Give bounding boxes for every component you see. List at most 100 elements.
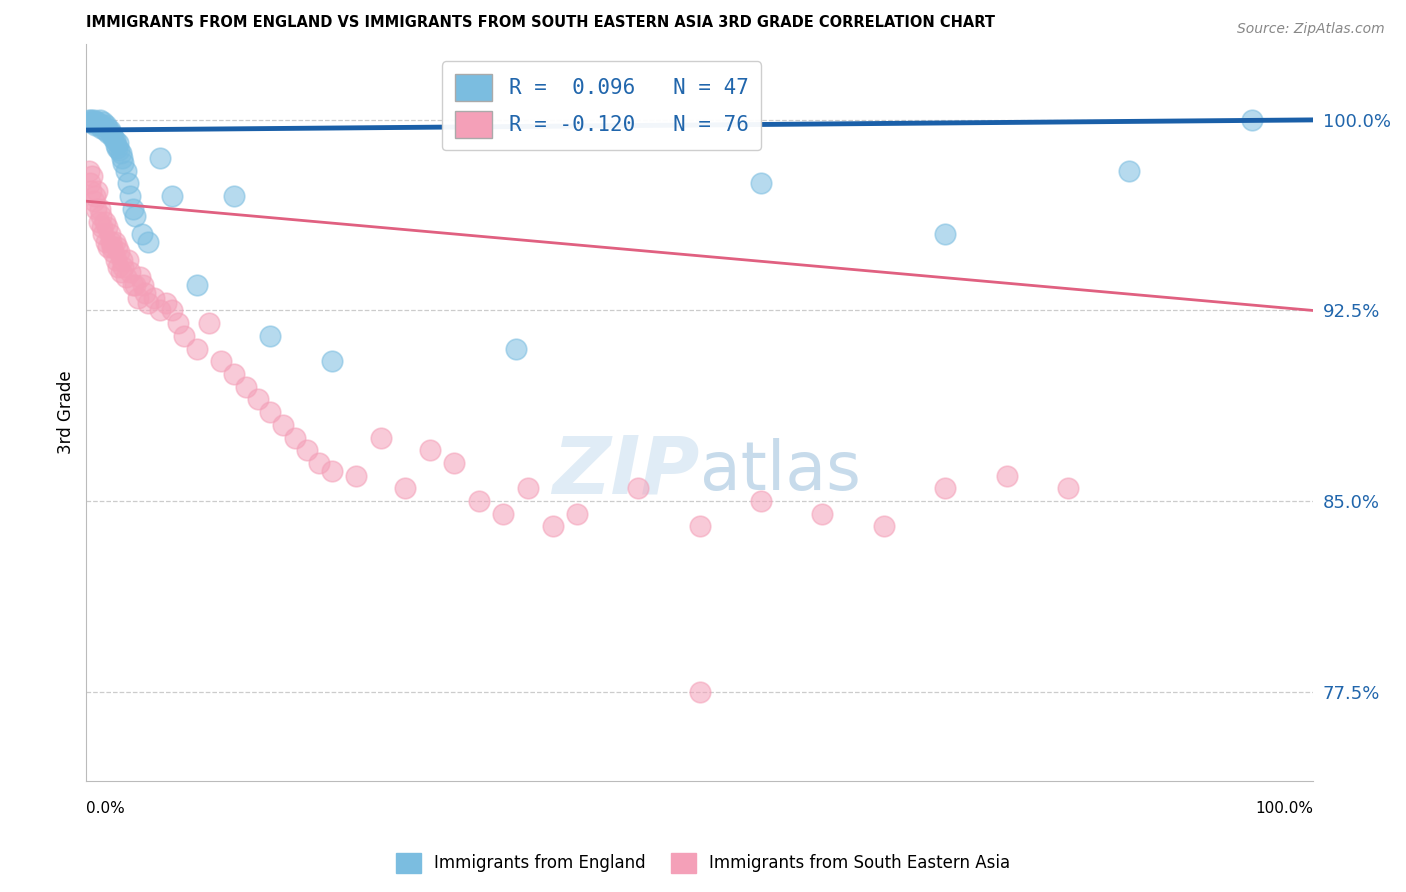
Point: [112, 260, 135, 275]
Point: [1240, 112, 1263, 127]
Point: [83, 112, 105, 127]
Point: [541, 519, 564, 533]
Text: Source: ZipAtlas.com: Source: ZipAtlas.com: [1237, 22, 1385, 37]
Point: [468, 494, 491, 508]
Point: [124, 210, 146, 224]
Point: [107, 136, 129, 150]
Point: [995, 468, 1018, 483]
Point: [627, 482, 650, 496]
Point: [222, 367, 245, 381]
Text: 0.0%: 0.0%: [86, 801, 125, 816]
Point: [129, 270, 152, 285]
Point: [811, 507, 834, 521]
Point: [321, 464, 343, 478]
Point: [370, 431, 392, 445]
Point: [1057, 482, 1080, 496]
Point: [209, 354, 232, 368]
Point: [104, 138, 127, 153]
Point: [96, 120, 118, 135]
Point: [136, 235, 159, 249]
Point: [198, 316, 221, 330]
Legend: Immigrants from England, Immigrants from South Eastern Asia: Immigrants from England, Immigrants from…: [389, 847, 1017, 880]
Point: [122, 278, 145, 293]
Point: [108, 144, 131, 158]
Point: [565, 507, 588, 521]
Point: [84, 202, 107, 216]
Point: [103, 133, 125, 147]
Point: [110, 145, 132, 160]
Point: [934, 227, 956, 242]
Point: [749, 177, 772, 191]
Point: [120, 265, 142, 279]
Point: [419, 443, 441, 458]
Point: [235, 380, 257, 394]
Point: [142, 291, 165, 305]
Point: [505, 342, 527, 356]
Point: [98, 227, 121, 242]
Point: [160, 189, 183, 203]
Point: [100, 235, 122, 249]
Point: [94, 118, 117, 132]
Point: [79, 177, 101, 191]
Point: [94, 235, 117, 249]
Point: [77, 112, 100, 127]
Point: [284, 431, 307, 445]
Point: [124, 278, 146, 293]
Point: [122, 202, 145, 216]
Point: [82, 169, 104, 183]
Point: [120, 189, 142, 203]
Point: [117, 177, 139, 191]
Point: [160, 303, 183, 318]
Point: [105, 240, 128, 254]
Point: [259, 329, 281, 343]
Point: [86, 184, 108, 198]
Point: [93, 115, 115, 129]
Point: [84, 115, 107, 129]
Point: [90, 120, 112, 135]
Point: [111, 252, 134, 267]
Point: [259, 405, 281, 419]
Point: [79, 115, 101, 129]
Point: [222, 189, 245, 203]
Point: [97, 126, 120, 140]
Point: [149, 151, 172, 165]
Point: [117, 252, 139, 267]
Point: [155, 296, 177, 310]
Point: [93, 227, 115, 242]
Point: [132, 278, 155, 293]
Point: [90, 210, 112, 224]
Point: [86, 115, 108, 129]
Point: [114, 163, 136, 178]
Point: [93, 123, 115, 137]
Point: [97, 240, 120, 254]
Point: [77, 163, 100, 178]
Point: [295, 443, 318, 458]
Point: [173, 329, 195, 343]
Point: [103, 130, 125, 145]
Point: [321, 354, 343, 368]
Y-axis label: 3rd Grade: 3rd Grade: [58, 370, 75, 454]
Point: [103, 235, 125, 249]
Point: [89, 112, 111, 127]
Point: [873, 519, 896, 533]
Point: [89, 202, 111, 216]
Point: [101, 240, 124, 254]
Point: [394, 482, 416, 496]
Point: [247, 392, 270, 407]
Point: [127, 291, 149, 305]
Point: [112, 156, 135, 170]
Point: [492, 507, 515, 521]
Point: [83, 194, 105, 209]
Text: ZIP: ZIP: [553, 432, 700, 510]
Text: 100.0%: 100.0%: [1256, 801, 1313, 816]
Point: [96, 219, 118, 234]
Legend: R =  0.096   N = 47, R = -0.120   N = 76: R = 0.096 N = 47, R = -0.120 N = 76: [441, 62, 761, 151]
Point: [82, 115, 104, 129]
Text: IMMIGRANTS FROM ENGLAND VS IMMIGRANTS FROM SOUTH EASTERN ASIA 3RD GRADE CORRELAT: IMMIGRANTS FROM ENGLAND VS IMMIGRANTS FR…: [86, 15, 995, 30]
Point: [101, 128, 124, 143]
Point: [134, 285, 156, 300]
Point: [271, 417, 294, 432]
Point: [91, 219, 114, 234]
Point: [167, 316, 190, 330]
Point: [517, 482, 540, 496]
